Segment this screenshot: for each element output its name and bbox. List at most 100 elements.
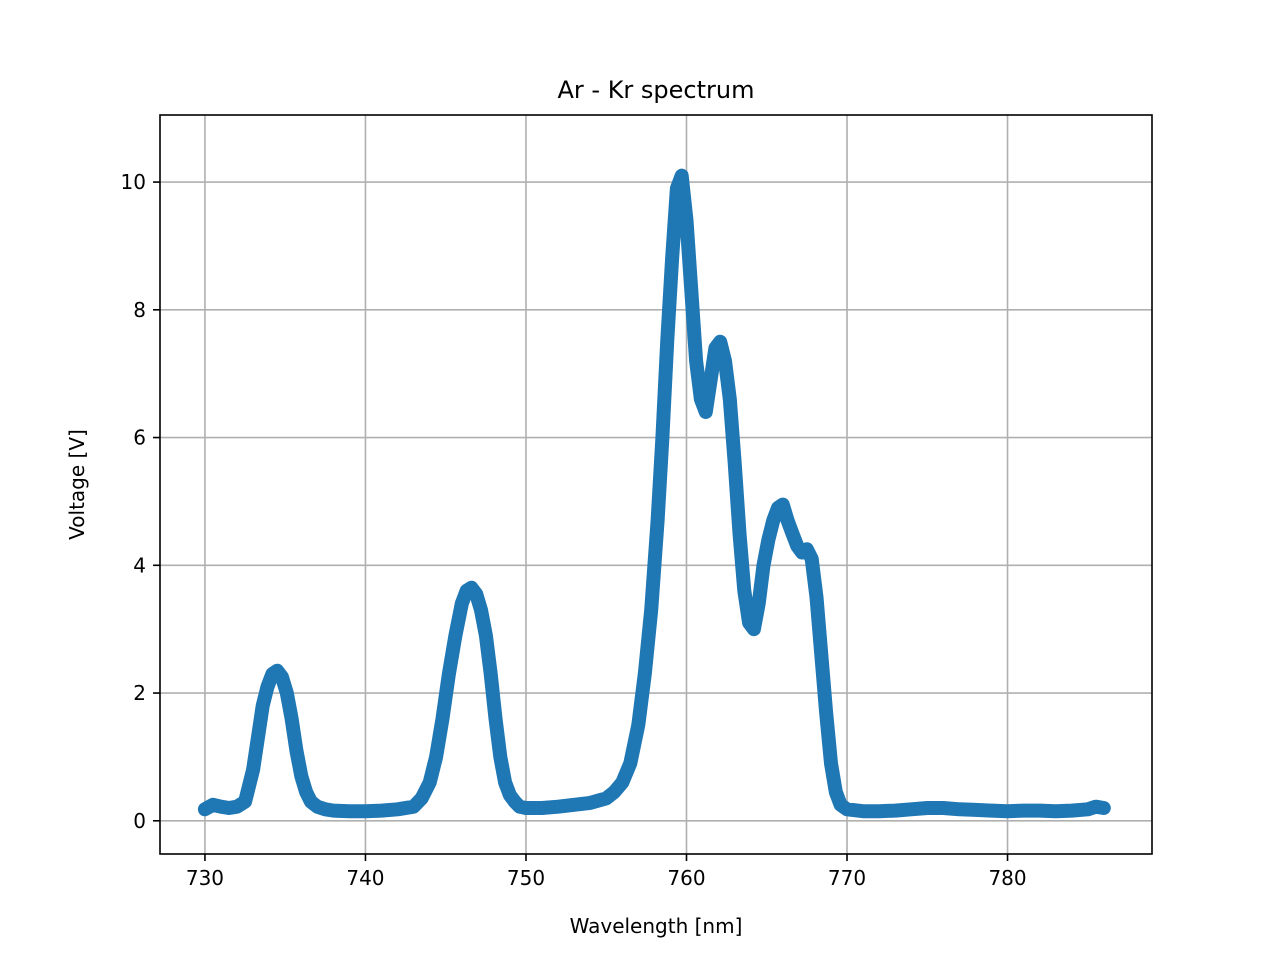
y-tick-label: 2 <box>133 681 146 705</box>
y-tick-label: 4 <box>133 553 146 577</box>
data-point <box>647 606 656 614</box>
data-point <box>640 669 649 678</box>
data-point <box>971 805 980 814</box>
x-tick-label: 730 <box>186 866 224 890</box>
data-point <box>278 673 286 682</box>
data-point <box>740 586 749 595</box>
data-point <box>827 759 835 768</box>
data-point <box>843 805 851 814</box>
data-point <box>1083 805 1092 814</box>
data-point <box>225 804 233 812</box>
data-point <box>586 798 595 807</box>
data-point <box>859 807 868 816</box>
data-point <box>297 772 306 781</box>
data-point <box>696 395 705 404</box>
x-tick-label: 750 <box>507 866 545 890</box>
data-point <box>263 682 272 691</box>
data-point <box>393 805 402 814</box>
data-point <box>217 802 225 811</box>
data-point <box>258 701 267 710</box>
data-point <box>730 459 739 468</box>
data-point <box>793 542 802 551</box>
data-point <box>570 800 579 809</box>
data-point <box>783 516 792 525</box>
data-point <box>682 216 691 225</box>
data-point <box>1035 806 1044 815</box>
data-point <box>486 669 495 678</box>
data-point <box>233 802 241 811</box>
data-point <box>653 516 662 525</box>
data-point <box>253 733 262 742</box>
x-axis-label: Wavelength [nm] <box>570 914 743 938</box>
data-point <box>759 561 768 570</box>
data-point <box>287 714 296 723</box>
data-point <box>249 765 258 774</box>
data-point <box>515 802 524 811</box>
data-point <box>749 625 758 634</box>
data-point <box>831 788 840 796</box>
y-axis-label: Voltage [V] <box>65 429 89 540</box>
data-point <box>241 797 250 806</box>
data-point <box>626 759 635 768</box>
data-point <box>802 545 811 554</box>
data-point <box>444 669 453 678</box>
plot-frame <box>159 114 1153 855</box>
data-point <box>457 599 466 608</box>
data-point <box>692 356 701 365</box>
data-point <box>273 666 282 675</box>
data-point <box>302 788 311 796</box>
data-point <box>200 805 209 814</box>
data-point <box>769 516 778 525</box>
data-point <box>817 650 826 659</box>
data-point <box>329 806 338 815</box>
y-tick-label: 10 <box>121 170 146 194</box>
data-point <box>987 806 996 815</box>
data-point <box>939 804 948 812</box>
data-point <box>668 254 677 263</box>
data-series <box>197 168 1111 819</box>
data-point <box>923 804 932 812</box>
data-point <box>745 618 754 627</box>
data-point <box>1067 806 1076 815</box>
x-tick-label: 770 <box>828 866 866 890</box>
data-point <box>321 805 330 814</box>
data-point <box>282 689 291 697</box>
x-tick-label: 760 <box>667 866 705 890</box>
data-point <box>538 804 546 812</box>
data-point <box>822 708 831 717</box>
data-point <box>610 788 619 796</box>
data-point <box>891 806 900 815</box>
data-point <box>467 583 476 592</box>
y-tick-label: 6 <box>133 426 146 450</box>
data-point <box>451 631 460 640</box>
data-point <box>618 778 627 787</box>
data-point <box>706 376 715 385</box>
data-point <box>677 171 686 180</box>
chart-title: Ar - Kr spectrum <box>557 76 754 104</box>
data-point <box>491 714 500 723</box>
data-point <box>1051 807 1060 816</box>
data-point <box>432 752 441 761</box>
data-point <box>711 344 720 353</box>
data-point <box>554 802 563 811</box>
data-point <box>209 800 217 809</box>
data-point <box>701 408 710 416</box>
data-point <box>292 746 301 755</box>
data-point <box>658 433 667 442</box>
data-point <box>764 535 773 544</box>
data-point <box>672 184 681 193</box>
data-point <box>716 337 725 346</box>
y-tick-label: 0 <box>133 809 146 833</box>
data-point <box>687 286 696 295</box>
data-point <box>663 337 672 346</box>
data-point <box>425 778 434 787</box>
data-point <box>807 554 816 563</box>
data-point <box>754 599 763 608</box>
x-tick-label: 780 <box>988 866 1026 890</box>
data-point <box>501 778 510 787</box>
data-point <box>345 807 354 816</box>
data-point <box>477 606 485 614</box>
data-point <box>788 529 797 538</box>
data-point <box>377 806 386 815</box>
